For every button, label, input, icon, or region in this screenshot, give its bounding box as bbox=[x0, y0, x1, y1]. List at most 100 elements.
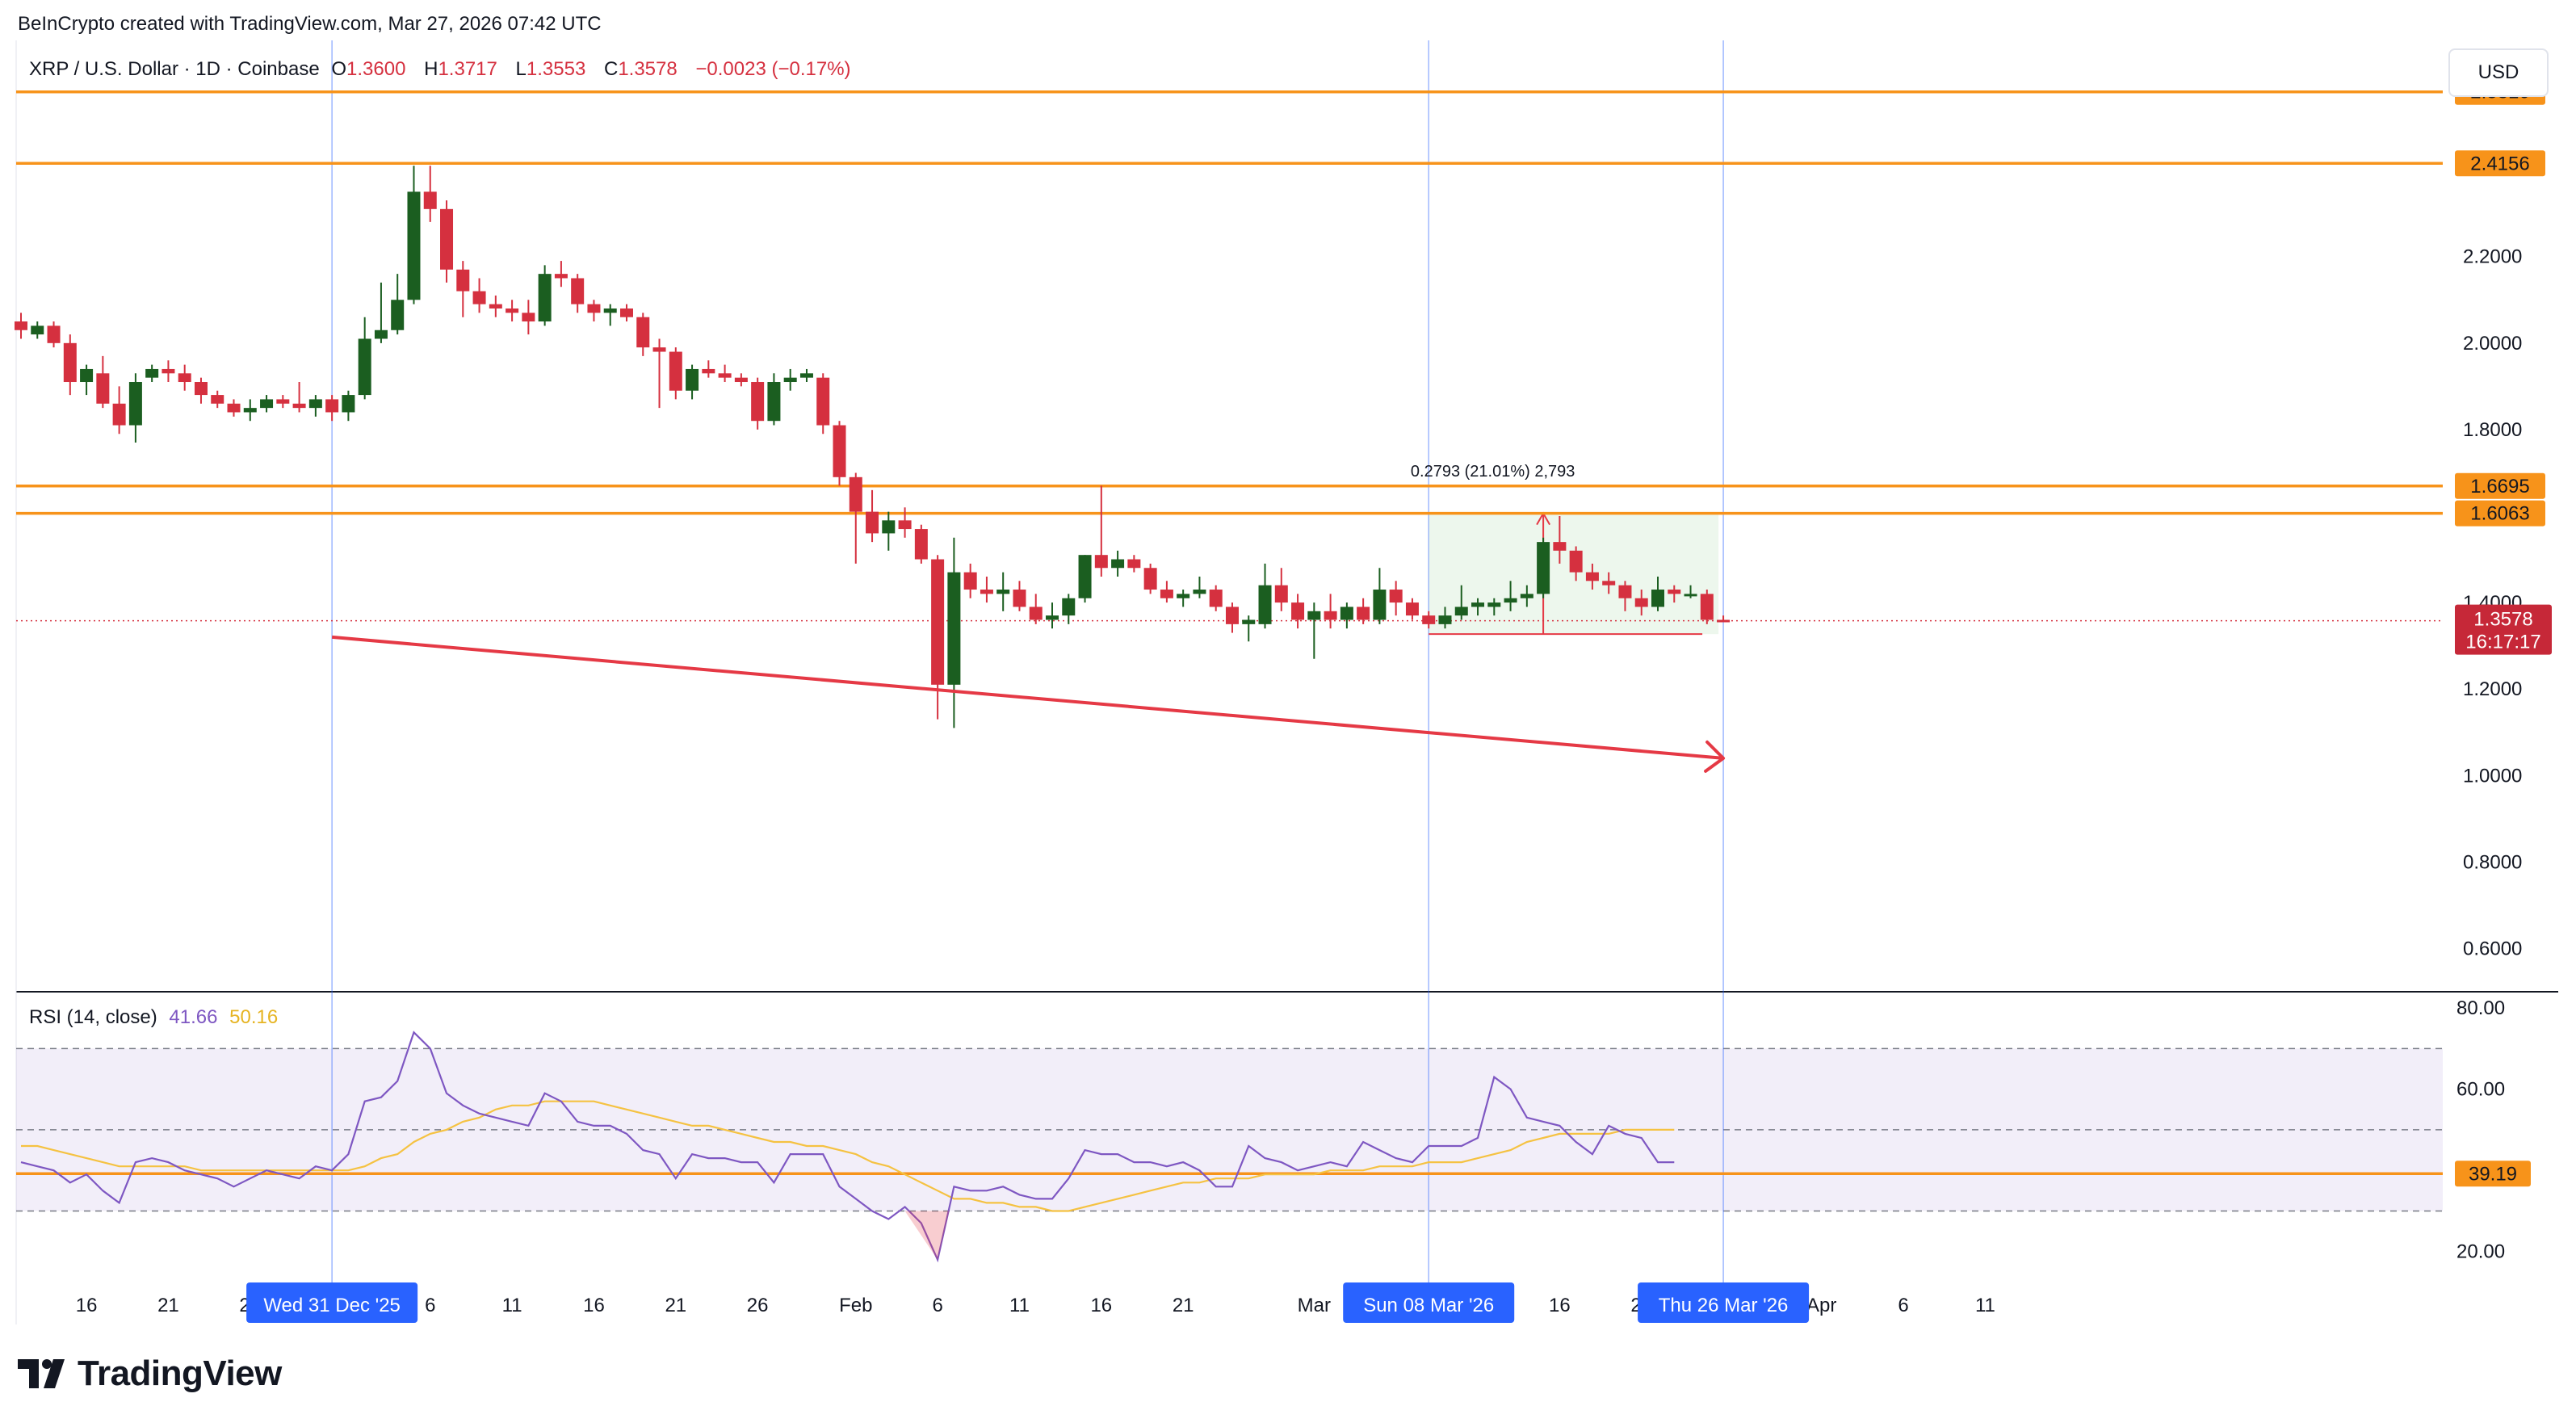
symbol-name: XRP / U.S. Dollar · 1D · Coinbase bbox=[29, 58, 320, 80]
candle-body bbox=[407, 191, 421, 300]
candle-body bbox=[882, 520, 896, 534]
candle bbox=[407, 166, 421, 304]
candle bbox=[489, 295, 502, 317]
candle bbox=[1078, 555, 1092, 603]
candle-body bbox=[1422, 615, 1436, 624]
candle bbox=[882, 511, 896, 551]
candle-body bbox=[571, 278, 585, 304]
candle-body bbox=[636, 317, 650, 348]
candle bbox=[849, 472, 862, 564]
candle-body bbox=[1651, 590, 1664, 607]
candle bbox=[1668, 585, 1681, 603]
candle-body bbox=[489, 304, 502, 309]
candle-body bbox=[718, 373, 732, 378]
candle-body bbox=[1634, 598, 1648, 607]
currency-label: USD bbox=[2477, 61, 2519, 83]
candle-body bbox=[866, 511, 879, 534]
currency-button[interactable]: USD bbox=[2448, 48, 2549, 97]
candle bbox=[1634, 590, 1648, 616]
candle bbox=[783, 368, 797, 391]
candle-body bbox=[1094, 555, 1108, 569]
candle bbox=[1209, 585, 1223, 611]
candle-body bbox=[112, 403, 126, 426]
candle-body bbox=[1225, 607, 1239, 624]
candle-body bbox=[162, 368, 175, 374]
last-price-badge bbox=[2455, 604, 2552, 655]
candle-body bbox=[391, 300, 405, 330]
high-label: H bbox=[424, 58, 438, 80]
candle-body bbox=[374, 330, 388, 339]
candle-body bbox=[128, 382, 142, 426]
candle bbox=[1537, 537, 1550, 598]
candle bbox=[1422, 611, 1436, 629]
candle bbox=[866, 489, 879, 543]
date-marker-badge bbox=[1343, 1282, 1515, 1323]
candle-body bbox=[1487, 602, 1501, 607]
candle-body bbox=[96, 373, 110, 404]
tradingview-logo-icon bbox=[18, 1359, 65, 1388]
candle-body bbox=[1389, 590, 1403, 603]
candle bbox=[522, 300, 535, 335]
candle bbox=[718, 364, 732, 383]
candle bbox=[1487, 598, 1501, 616]
candle-body bbox=[980, 590, 993, 594]
date-marker-label: Thu 26 Mar '26 bbox=[1659, 1295, 1789, 1316]
rsi-legend: RSI (14, close) 41.66 50.16 bbox=[29, 1006, 284, 1029]
candle bbox=[833, 421, 846, 486]
candle bbox=[1389, 581, 1403, 616]
candle bbox=[47, 321, 61, 348]
candle bbox=[145, 364, 159, 383]
candle-body bbox=[1438, 615, 1452, 624]
price-tick-label: 1.8000 bbox=[2463, 419, 2522, 441]
candle bbox=[260, 395, 274, 413]
candle-body bbox=[1668, 590, 1681, 594]
candle-body bbox=[1471, 602, 1485, 607]
date-marker-badge bbox=[246, 1282, 418, 1323]
candle-body bbox=[227, 403, 241, 413]
price-tick-label: 1.2000 bbox=[2463, 678, 2522, 700]
candle bbox=[1585, 563, 1599, 590]
candle-body bbox=[1454, 607, 1468, 616]
candle bbox=[292, 382, 306, 413]
candle-body bbox=[603, 308, 617, 313]
measure-label: 0.2793 (21.01%) 2,793 bbox=[1411, 463, 1575, 481]
candle bbox=[1454, 585, 1468, 620]
candle-body bbox=[1143, 568, 1157, 590]
candle bbox=[1618, 581, 1632, 611]
candle bbox=[31, 321, 44, 339]
candle-body bbox=[1177, 594, 1190, 598]
time-tick-label: 16 bbox=[1090, 1295, 1112, 1316]
candle-body bbox=[554, 274, 568, 279]
candle bbox=[538, 265, 552, 326]
time-tick-label: Feb bbox=[839, 1295, 872, 1316]
candle bbox=[276, 395, 290, 409]
candle-body bbox=[1700, 594, 1714, 620]
bar-countdown-label: 16:17:17 bbox=[2465, 632, 2540, 653]
candle-body bbox=[1160, 590, 1173, 598]
candle bbox=[456, 261, 470, 317]
candle-body bbox=[63, 342, 77, 383]
candle-body bbox=[799, 373, 813, 378]
candle bbox=[914, 524, 928, 564]
candle bbox=[308, 395, 322, 417]
candle bbox=[1504, 581, 1517, 611]
candle-body bbox=[1046, 615, 1059, 620]
candle-body bbox=[1307, 611, 1321, 620]
candle bbox=[1324, 594, 1337, 629]
candle bbox=[1471, 598, 1485, 616]
time-tick-label: Mar bbox=[1298, 1295, 1331, 1316]
candle-body bbox=[1274, 585, 1288, 603]
candle bbox=[636, 313, 650, 356]
candle-body bbox=[522, 313, 535, 322]
candle bbox=[1225, 602, 1239, 633]
candle bbox=[1684, 585, 1697, 598]
open-group: O1.3600 bbox=[331, 58, 412, 80]
time-tick-label: 11 bbox=[1009, 1295, 1030, 1316]
candle-body bbox=[260, 399, 274, 409]
candle bbox=[767, 373, 781, 426]
candle bbox=[1029, 594, 1043, 624]
candle-body bbox=[325, 399, 339, 413]
rsi-tick-label: 20.00 bbox=[2456, 1241, 2505, 1263]
level-price-label: 2.4156 bbox=[2470, 153, 2529, 174]
